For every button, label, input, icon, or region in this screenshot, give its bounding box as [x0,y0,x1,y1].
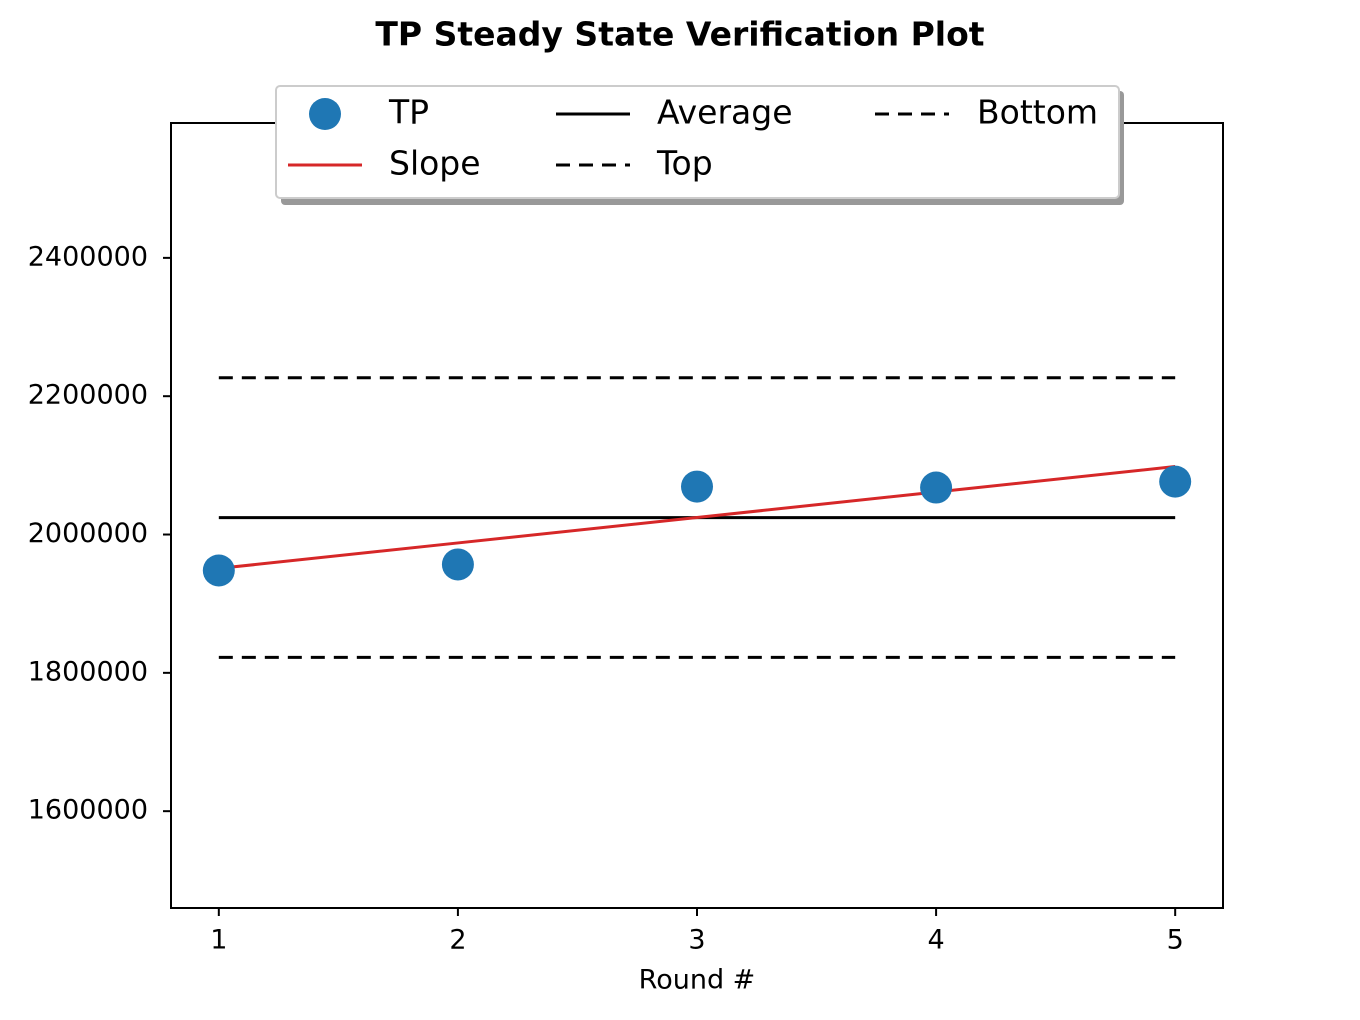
data-point [202,554,235,587]
data-point [920,471,953,504]
x-tick-label: 1 [210,925,227,956]
x-tick-label: 2 [449,925,466,956]
series-line [218,465,1176,570]
legend-label: TP [388,93,429,132]
y-tick-label: 2200000 [28,380,148,411]
legend-label: Average [657,93,793,132]
y-tick-label: 2000000 [28,518,148,549]
x-tick-label: 5 [1167,925,1184,956]
x-axis-label: Round # [639,965,756,996]
legend-marker [309,98,341,130]
data-point [1159,465,1192,498]
y-tick-label: 2400000 [28,241,148,272]
legend: TP Slope Average Top Bottom [275,85,1124,205]
data-point [441,548,474,581]
y-tick-label: 1800000 [28,656,148,687]
x-tick-label: 4 [927,925,944,956]
y-tick-label: 1600000 [28,795,148,826]
chart-title: TP Steady State Verification Plot [375,15,984,54]
data-point [681,470,713,503]
legend-label: Bottom [977,93,1098,132]
legend-label: Top [656,144,713,183]
legend-label: Slope [389,144,481,183]
x-tick-label: 3 [688,925,705,956]
